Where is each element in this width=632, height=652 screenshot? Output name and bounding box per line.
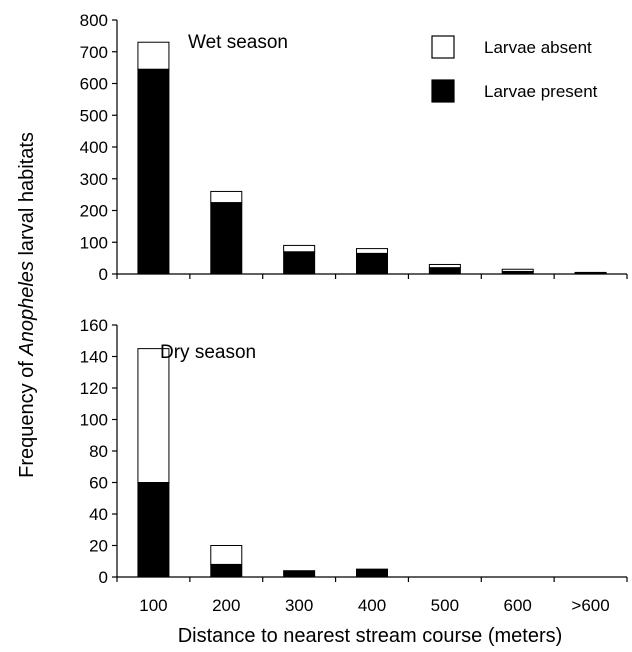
x-tick-label-6: >600 <box>571 596 609 615</box>
y-tick-label-dry: 0 <box>99 568 108 587</box>
x-axis-title: Distance to nearest stream course (meter… <box>178 625 563 647</box>
bar-absent-wet-2 <box>283 244 316 253</box>
x-tick-labels: 100 200 300 400 500 600 >600 <box>139 596 609 615</box>
legend-label-0: Larvae absent <box>484 38 592 57</box>
x-tick-label-5: 600 <box>504 596 532 615</box>
x-tick-label-0: 100 <box>139 596 167 615</box>
y-tick-label-dry: 40 <box>89 505 108 524</box>
y-tick-label-dry: 60 <box>89 474 108 493</box>
bar-present-wet-3 <box>356 252 388 275</box>
bar-present-wet-0 <box>137 68 170 275</box>
y-tick-label-dry: 20 <box>89 537 108 556</box>
bar-absent-dry-0 <box>137 348 170 483</box>
bar-absent-wet-1 <box>210 190 243 204</box>
bar-absent-wet-0 <box>137 41 170 70</box>
y-tick-label-dry: 120 <box>80 379 108 398</box>
y-tick-label-dry: 80 <box>89 442 108 461</box>
bar-present-wet-1 <box>210 202 243 275</box>
panel-label-wet: Wet season <box>188 32 288 53</box>
y-axis-title-italic: Anopheles <box>16 261 38 357</box>
y-tick-label-wet: 100 <box>80 233 108 252</box>
bar-present-wet-4 <box>428 267 461 275</box>
y-tick-label-dry: 160 <box>80 316 108 335</box>
bar-present-dry-3 <box>356 568 388 578</box>
x-tick-label-1: 200 <box>212 596 240 615</box>
bar-absent-dry-1 <box>210 545 243 565</box>
y-tick-label-wet: 0 <box>99 265 108 284</box>
legend-label-1: Larvae present <box>484 82 598 101</box>
x-tick-label-3: 400 <box>358 596 386 615</box>
bar-absent-wet-4 <box>428 263 461 269</box>
bar-absent-wet-5 <box>501 268 534 272</box>
y-axis-title: Frequency of Anopheles larval habitats <box>16 132 38 478</box>
legend-swatch-0 <box>431 35 455 59</box>
y-tick-label-wet: 500 <box>80 106 108 125</box>
panel-dry-season: 0 20 40 60 80 100 120 140 160 Dry season <box>80 316 628 587</box>
y-tick-label-wet: 600 <box>80 75 108 94</box>
y-axis-title-prefix: Frequency of <box>16 356 38 478</box>
x-tick-label-2: 300 <box>285 596 313 615</box>
y-tick-label-wet: 300 <box>80 170 108 189</box>
panel-label-dry: Dry season <box>160 342 256 363</box>
bar-present-wet-2 <box>283 251 316 275</box>
y-tick-label-wet: 800 <box>80 11 108 30</box>
bar-absent-wet-6 <box>574 271 607 274</box>
bar-present-dry-2 <box>283 570 316 578</box>
y-axis-title-suffix: larval habitats <box>16 132 38 261</box>
panel-wet-season: 0 100 200 300 400 500 600 700 800 Wet season Larva… <box>80 11 628 284</box>
x-tick-label-4: 500 <box>431 596 459 615</box>
y-tick-label-wet: 400 <box>80 138 108 157</box>
legend-swatch-1 <box>431 79 455 103</box>
y-tick-label-dry: 100 <box>80 411 108 430</box>
y-tick-label-dry: 140 <box>80 348 108 367</box>
bar-absent-wet-3 <box>356 248 388 254</box>
y-tick-label-wet: 200 <box>80 202 108 221</box>
bar-present-dry-1 <box>210 563 243 578</box>
legend: Larvae absent Larvae present <box>431 35 598 103</box>
y-tick-label-wet: 700 <box>80 43 108 62</box>
bar-present-dry-0 <box>137 482 170 578</box>
